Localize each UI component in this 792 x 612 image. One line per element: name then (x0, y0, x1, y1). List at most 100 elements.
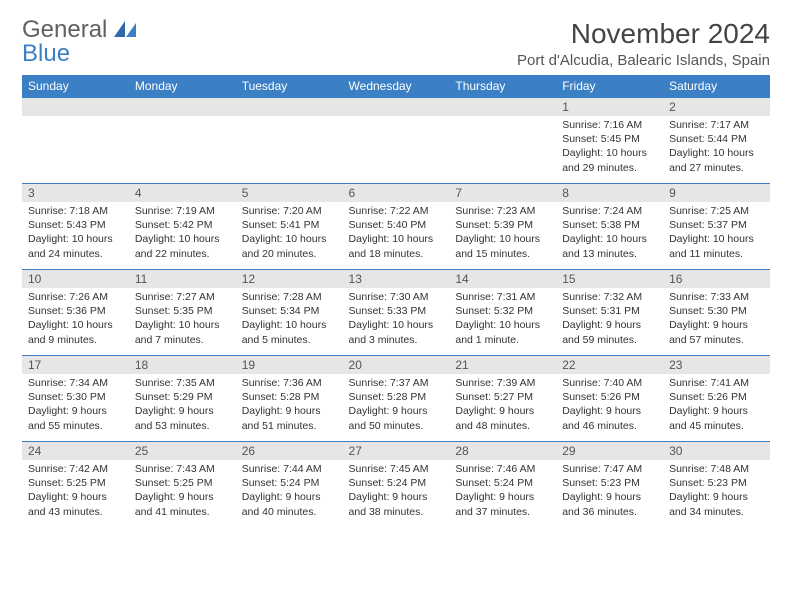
day-number: 23 (663, 356, 770, 374)
day-number: 22 (556, 356, 663, 374)
sunset-text: Sunset: 5:29 PM (135, 390, 230, 404)
day-number: 28 (449, 442, 556, 460)
sunset-text: Sunset: 5:25 PM (28, 476, 123, 490)
daylight-text: Daylight: 9 hours and 57 minutes. (669, 318, 764, 346)
calendar-cell: 9Sunrise: 7:25 AMSunset: 5:37 PMDaylight… (663, 184, 770, 270)
daylight-text: Daylight: 9 hours and 38 minutes. (349, 490, 444, 518)
weekday-header: Friday (556, 75, 663, 98)
sunset-text: Sunset: 5:38 PM (562, 218, 657, 232)
daylight-text: Daylight: 10 hours and 7 minutes. (135, 318, 230, 346)
day-number: 16 (663, 270, 770, 288)
sunset-text: Sunset: 5:32 PM (455, 304, 550, 318)
sunrise-text: Sunrise: 7:30 AM (349, 290, 444, 304)
day-number: 3 (22, 184, 129, 202)
calendar-cell: 21 Sunrise: 7:39 AMSunset: 5:27 PMDayligh… (449, 356, 556, 442)
day-data: Sunrise: 7:36 AMSunset: 5:28 PMDaylight:… (236, 374, 343, 437)
day-number: 12 (236, 270, 343, 288)
day-data: Sunrise: 7:33 AMSunset: 5:30 PMDaylight:… (663, 288, 770, 351)
calendar-week-row: 1Sunrise: 7:16 AMSunset: 5:45 PMDaylight… (22, 98, 770, 184)
calendar-cell: 12Sunrise: 7:28 AMSunset: 5:34 PMDayligh… (236, 270, 343, 356)
weekday-header-row: SundayMondayTuesdayWednesdayThursdayFrid… (22, 75, 770, 98)
sunset-text: Sunset: 5:27 PM (455, 390, 550, 404)
daylight-text: Daylight: 10 hours and 15 minutes. (455, 232, 550, 260)
sunset-text: Sunset: 5:37 PM (669, 218, 764, 232)
daylight-text: Daylight: 10 hours and 5 minutes. (242, 318, 337, 346)
day-number: 4 (129, 184, 236, 202)
sunset-text: Sunset: 5:23 PM (669, 476, 764, 490)
day-data (343, 116, 450, 122)
sunset-text: Sunset: 5:36 PM (28, 304, 123, 318)
sunrise-text: Sunrise: 7:35 AM (135, 376, 230, 390)
daylight-text: Daylight: 9 hours and 50 minutes. (349, 404, 444, 432)
day-number: 17 (22, 356, 129, 374)
sunset-text: Sunset: 5:42 PM (135, 218, 230, 232)
calendar-cell: 19Sunrise: 7:36 AMSunset: 5:28 PMDayligh… (236, 356, 343, 442)
daylight-text: Daylight: 9 hours and 48 minutes. (455, 404, 550, 432)
day-number: 5 (236, 184, 343, 202)
day-data: Sunrise: 7:31 AMSunset: 5:32 PMDaylight:… (449, 288, 556, 351)
day-data: Sunrise: 7:46 AMSunset: 5:24 PMDaylight:… (449, 460, 556, 523)
calendar-week-row: 10Sunrise: 7:26 AMSunset: 5:36 PMDayligh… (22, 270, 770, 356)
sunset-text: Sunset: 5:24 PM (242, 476, 337, 490)
daylight-text: Daylight: 9 hours and 46 minutes. (562, 404, 657, 432)
logo-word2: Blue (22, 40, 70, 67)
day-number: 21 (449, 356, 556, 374)
header: General Blue November 2024 Port d'Alcudi… (22, 18, 770, 69)
sunset-text: Sunset: 5:28 PM (349, 390, 444, 404)
calendar-cell: 6Sunrise: 7:22 AMSunset: 5:40 PMDaylight… (343, 184, 450, 270)
sunrise-text: Sunrise: 7:47 AM (562, 462, 657, 476)
day-data (449, 116, 556, 122)
day-data: Sunrise: 7:47 AMSunset: 5:23 PMDaylight:… (556, 460, 663, 523)
sunrise-text: Sunrise: 7:33 AM (669, 290, 764, 304)
day-number: 9 (663, 184, 770, 202)
sunset-text: Sunset: 5:44 PM (669, 132, 764, 146)
day-number: 19 (236, 356, 343, 374)
calendar-cell: 11Sunrise: 7:27 AMSunset: 5:35 PMDayligh… (129, 270, 236, 356)
logo-word1: General (22, 16, 107, 43)
sunrise-text: Sunrise: 7:18 AM (28, 204, 123, 218)
sunset-text: Sunset: 5:45 PM (562, 132, 657, 146)
day-data: Sunrise: 7:20 AMSunset: 5:41 PMDaylight:… (236, 202, 343, 265)
sunset-text: Sunset: 5:39 PM (455, 218, 550, 232)
day-number: 8 (556, 184, 663, 202)
sunrise-text: Sunrise: 7:16 AM (562, 118, 657, 132)
weekday-header: Wednesday (343, 75, 450, 98)
day-number: 10 (22, 270, 129, 288)
sunset-text: Sunset: 5:40 PM (349, 218, 444, 232)
day-data: Sunrise: 7:32 AMSunset: 5:31 PMDaylight:… (556, 288, 663, 351)
day-data: Sunrise: 7:45 AMSunset: 5:24 PMDaylight:… (343, 460, 450, 523)
day-number (236, 98, 343, 116)
day-data: Sunrise: 7:43 AMSunset: 5:25 PMDaylight:… (129, 460, 236, 523)
calendar-cell (343, 98, 450, 184)
sunrise-text: Sunrise: 7:42 AM (28, 462, 123, 476)
sunrise-text: Sunrise: 7:39 AM (455, 376, 550, 390)
day-number: 13 (343, 270, 450, 288)
calendar-cell (22, 98, 129, 184)
sunrise-text: Sunrise: 7:28 AM (242, 290, 337, 304)
day-data: Sunrise: 7:17 AMSunset: 5:44 PMDaylight:… (663, 116, 770, 179)
calendar-cell: 28Sunrise: 7:46 AMSunset: 5:24 PMDayligh… (449, 442, 556, 528)
calendar-body: 1Sunrise: 7:16 AMSunset: 5:45 PMDaylight… (22, 98, 770, 528)
calendar-cell: 30Sunrise: 7:48 AMSunset: 5:23 PMDayligh… (663, 442, 770, 528)
day-data: Sunrise: 7:26 AMSunset: 5:36 PMDaylight:… (22, 288, 129, 351)
calendar-cell: 15Sunrise: 7:32 AMSunset: 5:31 PMDayligh… (556, 270, 663, 356)
sunset-text: Sunset: 5:25 PM (135, 476, 230, 490)
sunrise-text: Sunrise: 7:17 AM (669, 118, 764, 132)
day-data: Sunrise: 7:28 AMSunset: 5:34 PMDaylight:… (236, 288, 343, 351)
day-number: 18 (129, 356, 236, 374)
day-data (22, 116, 129, 122)
day-data: Sunrise: 7:42 AMSunset: 5:25 PMDaylight:… (22, 460, 129, 523)
daylight-text: Daylight: 10 hours and 9 minutes. (28, 318, 123, 346)
daylight-text: Daylight: 9 hours and 34 minutes. (669, 490, 764, 518)
day-data: Sunrise: 7:44 AMSunset: 5:24 PMDaylight:… (236, 460, 343, 523)
day-number (22, 98, 129, 116)
calendar-cell: 23Sunrise: 7:41 AMSunset: 5:26 PMDayligh… (663, 356, 770, 442)
title-block: November 2024 Port d'Alcudia, Balearic I… (517, 18, 770, 69)
sunrise-text: Sunrise: 7:27 AM (135, 290, 230, 304)
calendar-cell: 2Sunrise: 7:17 AMSunset: 5:44 PMDaylight… (663, 98, 770, 184)
sunset-text: Sunset: 5:26 PM (669, 390, 764, 404)
calendar-cell: 25Sunrise: 7:43 AMSunset: 5:25 PMDayligh… (129, 442, 236, 528)
daylight-text: Daylight: 10 hours and 22 minutes. (135, 232, 230, 260)
day-number: 25 (129, 442, 236, 460)
sunset-text: Sunset: 5:41 PM (242, 218, 337, 232)
